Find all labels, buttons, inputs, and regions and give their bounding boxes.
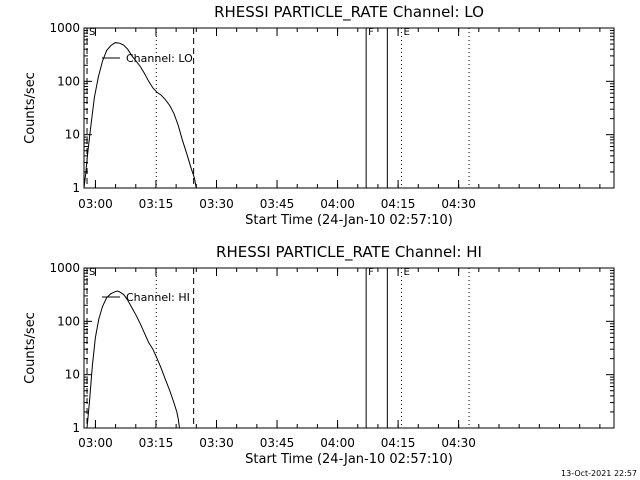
x-tick-label: 03:45 [260,197,295,211]
y-tick-label: 1000 [49,21,80,35]
x-tick-label: 04:30 [441,197,476,211]
x-tick-label: 03:00 [78,197,113,211]
x-tick-label: 04:00 [320,436,355,450]
x-tick-label: 03:00 [78,436,113,450]
footer-timestamp: 13-Oct-2021 22:57 [561,469,637,478]
x-axis-label: Start Time (24-Jan-10 02:57:10) [245,213,453,228]
x-tick-label: 03:30 [199,436,234,450]
x-tick-label: 03:30 [199,197,234,211]
x-tick-label: 03:45 [260,436,295,450]
y-tick-label: 10 [65,368,80,382]
chart-title: RHESSI PARTICLE_RATE Channel: LO [214,3,484,22]
marker-label: S [89,27,95,38]
marker-label: F [368,267,374,278]
marker-label: S [89,267,95,278]
chart-title: RHESSI PARTICLE_RATE Channel: HI [216,243,482,262]
y-tick-label: 1 [72,421,80,435]
legend-label: Channel: HI [126,291,190,304]
y-axis-label: Counts/sec [23,72,38,144]
x-tick-label: 03:15 [139,436,174,450]
y-tick-label: 10 [65,128,80,142]
y-tick-label: 100 [57,74,80,88]
y-tick-label: 1 [72,181,80,195]
y-axis-label: Counts/sec [23,312,38,384]
chart-panel-hi: RHESSI PARTICLE_RATE Channel: HI 03:00 03:… [23,243,615,467]
y-tick-label: 1000 [49,261,80,275]
marker-label: E [403,27,409,38]
series-line [83,42,197,189]
y-tick-label: 100 [57,314,80,328]
x-tick-label: 04:00 [320,197,355,211]
x-tick-label: 04:15 [381,436,416,450]
x-axis-label: Start Time (24-Jan-10 02:57:10) [245,452,453,467]
series-line [86,290,180,429]
x-tick-label: 04:30 [441,436,476,450]
legend-label: Channel: LO [126,52,193,65]
x-tick-label: 03:15 [139,197,174,211]
chart-panel-lo: RHESSI PARTICLE_RATE Channel: LO 03:00 03:… [23,3,615,228]
x-tick-label: 04:15 [381,197,416,211]
marker-label: E [403,267,409,278]
marker-label: F [368,27,374,38]
